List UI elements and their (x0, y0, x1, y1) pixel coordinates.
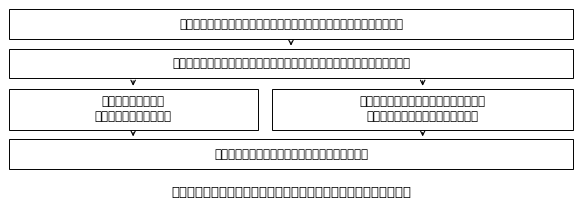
Text: 生産調整実施計画書の申請内容と航空機リモセン画像による判定結果を照合: 生産調整実施計画書の申請内容と航空機リモセン画像による判定結果を照合 (172, 57, 410, 70)
Text: 不一致の場合はモバイルＧＩＳを用いて
現地調査を実施し、それを最終判定: 不一致の場合はモバイルＧＩＳを用いて 現地調査を実施し、それを最終判定 (360, 95, 485, 123)
FancyBboxPatch shape (9, 89, 258, 130)
Text: 判定結果が一致した
場合は、それを最終判定: 判定結果が一致した 場合は、それを最終判定 (95, 95, 172, 123)
FancyBboxPatch shape (9, 9, 573, 39)
FancyBboxPatch shape (9, 139, 573, 169)
FancyBboxPatch shape (272, 89, 573, 130)
Text: 航空機リモセン画像を用いて圃場一筆毎の水稲の作付・転作状況を判定: 航空機リモセン画像を用いて圃場一筆毎の水稲の作付・転作状況を判定 (179, 18, 403, 31)
Text: 両結果を用いて生産調整に関わる現地確認とする: 両結果を用いて生産調整に関わる現地確認とする (214, 147, 368, 161)
FancyBboxPatch shape (9, 49, 573, 78)
Text: 図１　現地確認における航空機リモセンとモバイルＧＩＳの併用法: 図１ 現地確認における航空機リモセンとモバイルＧＩＳの併用法 (171, 185, 411, 199)
